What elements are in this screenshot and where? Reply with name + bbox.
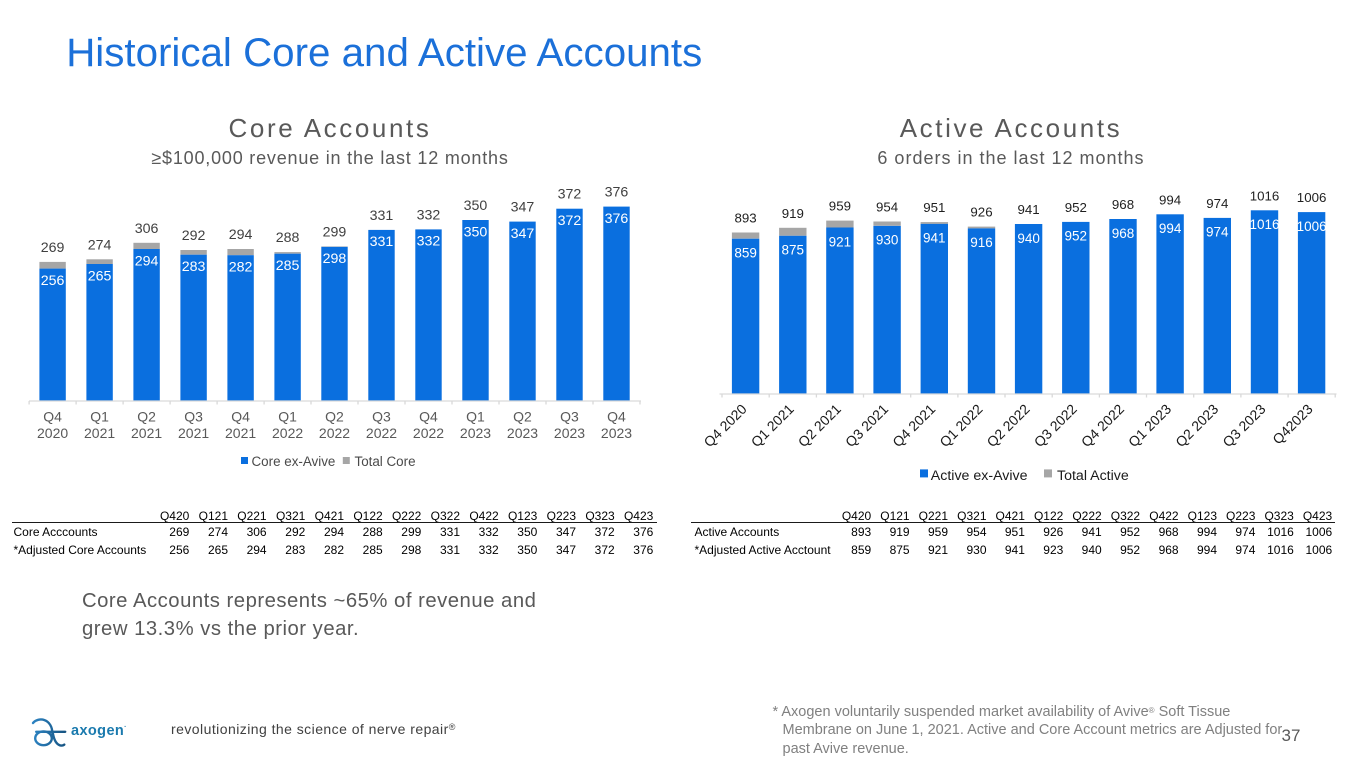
svg-text:893: 893 [735,211,757,226]
svg-text:952: 952 [1065,229,1088,244]
svg-text:Q3 2023: Q3 2023 [1219,401,1268,450]
svg-text:968: 968 [1112,226,1135,241]
svg-text:Q42023: Q42023 [1269,401,1316,448]
svg-text:Q2 2021: Q2 2021 [795,401,844,450]
svg-text:299: 299 [323,224,347,240]
svg-text:294: 294 [229,227,253,243]
svg-text:2021: 2021 [84,425,115,441]
svg-text:968: 968 [1112,197,1134,212]
svg-text:Q3 2022: Q3 2022 [1031,401,1080,450]
svg-text:941: 941 [923,231,946,246]
svg-text:265: 265 [88,268,112,284]
svg-text:331: 331 [370,234,394,250]
svg-text:332: 332 [417,207,441,223]
svg-text:Q1 2021: Q1 2021 [748,401,797,450]
svg-text:Q2 2022: Q2 2022 [983,401,1032,450]
svg-text:1016: 1016 [1250,188,1280,203]
svg-text:Q1 2022: Q1 2022 [936,401,985,450]
svg-text:288: 288 [276,230,300,246]
svg-text:994: 994 [1159,192,1181,207]
svg-text:952: 952 [1065,200,1087,215]
svg-text:Q4 2020: Q4 2020 [700,401,749,450]
svg-text:Q4: Q4 [231,409,250,425]
svg-text:Q2 2023: Q2 2023 [1172,401,1221,450]
svg-text:2022: 2022 [272,425,303,441]
svg-text:940: 940 [1017,231,1040,246]
svg-text:954: 954 [876,200,898,215]
svg-text:2021: 2021 [178,425,209,441]
svg-text:2022: 2022 [366,425,397,441]
svg-text:376: 376 [605,211,629,227]
svg-text:350: 350 [464,198,488,214]
svg-text:350: 350 [464,224,488,240]
svg-text:274: 274 [88,237,112,253]
svg-text:Q4 2021: Q4 2021 [889,401,938,450]
svg-text:Q1: Q1 [278,409,297,425]
svg-text:256: 256 [41,273,65,289]
svg-text:2020: 2020 [37,425,68,441]
svg-text:Q2: Q2 [137,409,156,425]
svg-text:372: 372 [558,213,582,229]
svg-text:2023: 2023 [507,425,538,441]
svg-text:376: 376 [605,185,629,201]
svg-text:Q2: Q2 [513,409,532,425]
svg-text:930: 930 [876,233,899,248]
svg-text:331: 331 [370,208,394,224]
svg-text:2021: 2021 [131,425,162,441]
svg-text:Q2: Q2 [325,409,344,425]
svg-text:269: 269 [41,240,65,256]
svg-text:2023: 2023 [460,425,491,441]
svg-text:974: 974 [1206,196,1228,211]
svg-text:2022: 2022 [413,425,444,441]
svg-text:347: 347 [511,200,535,216]
svg-text:1006: 1006 [1297,190,1327,205]
svg-text:974: 974 [1206,225,1229,240]
svg-text:Q4: Q4 [419,409,438,425]
svg-text:875: 875 [782,243,805,258]
svg-text:859: 859 [734,246,757,261]
svg-text:916: 916 [970,235,993,250]
svg-text:282: 282 [229,260,253,276]
svg-text:2023: 2023 [601,425,632,441]
svg-text:2022: 2022 [319,425,350,441]
svg-text:Total Core: Total Core [355,454,416,469]
svg-text:Q4: Q4 [607,409,626,425]
svg-text:306: 306 [135,221,159,237]
svg-text:294: 294 [135,253,159,269]
svg-text:926: 926 [970,205,992,220]
svg-text:Q4: Q4 [43,409,62,425]
svg-text:Total Active: Total Active [1057,468,1129,484]
svg-text:921: 921 [829,234,852,249]
svg-text:292: 292 [182,228,206,244]
svg-text:Q4 2022: Q4 2022 [1078,401,1127,450]
svg-text:959: 959 [829,199,851,214]
svg-text:919: 919 [782,206,804,221]
svg-text:Q1: Q1 [466,409,485,425]
svg-text:951: 951 [923,200,945,215]
svg-text:Active ex-Avive: Active ex-Avive [931,468,1028,484]
svg-text:941: 941 [1018,202,1040,217]
svg-text:Q1: Q1 [90,409,109,425]
svg-text:283: 283 [182,259,206,275]
svg-text:Q1 2023: Q1 2023 [1125,401,1174,450]
svg-text:Q3 2021: Q3 2021 [842,401,891,450]
svg-text:285: 285 [276,258,300,274]
svg-text:Core ex-Avive: Core ex-Avive [252,454,336,469]
svg-text:1016: 1016 [1249,217,1279,232]
svg-text:Q3: Q3 [372,409,391,425]
svg-text:2023: 2023 [554,425,585,441]
svg-text:1006: 1006 [1297,219,1327,234]
svg-text:Q3: Q3 [560,409,579,425]
svg-text:332: 332 [417,234,441,250]
svg-text:372: 372 [558,187,582,203]
svg-text:347: 347 [511,226,535,242]
svg-text:2021: 2021 [225,425,256,441]
svg-text:994: 994 [1159,221,1182,236]
svg-text:Q3: Q3 [184,409,203,425]
svg-text:298: 298 [323,251,347,267]
